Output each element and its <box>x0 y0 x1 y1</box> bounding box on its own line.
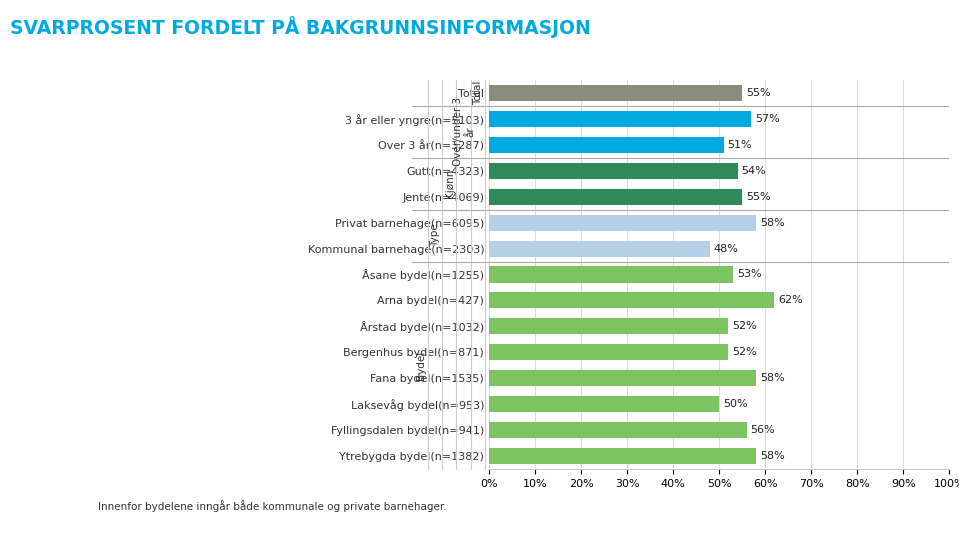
Text: Over/under 3
år: Over/under 3 år <box>454 97 475 166</box>
Bar <box>489 137 724 153</box>
Bar <box>489 266 733 282</box>
Text: 48%: 48% <box>713 244 738 254</box>
Text: 58%: 58% <box>760 217 784 228</box>
Text: 52%: 52% <box>732 348 757 357</box>
Text: 55%: 55% <box>746 192 771 201</box>
Bar <box>489 163 737 179</box>
Text: 54%: 54% <box>741 166 766 176</box>
Text: Kjønn: Kjønn <box>445 169 455 198</box>
Text: 53%: 53% <box>737 270 761 279</box>
Text: 52%: 52% <box>732 321 757 332</box>
Bar <box>489 293 775 309</box>
Text: 56%: 56% <box>751 425 775 435</box>
Text: 58%: 58% <box>760 373 784 383</box>
Bar <box>489 370 756 386</box>
Text: 50%: 50% <box>723 399 748 409</box>
Bar <box>489 215 756 231</box>
Text: Innenfor bydelene inngår både kommunale og private barnehager.: Innenfor bydelene inngår både kommunale … <box>99 500 447 512</box>
Text: Bydel: Bydel <box>416 351 426 380</box>
Bar <box>489 422 747 438</box>
Bar <box>489 189 742 205</box>
Bar <box>489 318 729 334</box>
Text: 58%: 58% <box>760 451 784 461</box>
Bar <box>489 396 719 412</box>
Text: RAMBØLL: RAMBØLL <box>10 500 77 513</box>
Text: 57%: 57% <box>755 114 780 124</box>
Text: Type: Type <box>431 224 440 247</box>
Bar <box>489 111 752 127</box>
Text: SVARPROSENT FORDELT PÅ BAKGRUNNSINFORMASJON: SVARPROSENT FORDELT PÅ BAKGRUNNSINFORMAS… <box>10 16 591 38</box>
Text: 51%: 51% <box>728 140 752 150</box>
Bar <box>489 448 756 464</box>
Bar <box>489 344 729 360</box>
Text: 55%: 55% <box>746 88 771 98</box>
Bar <box>489 240 710 256</box>
Text: Total: Total <box>474 80 483 105</box>
Bar <box>489 85 742 101</box>
Text: 62%: 62% <box>778 295 803 305</box>
